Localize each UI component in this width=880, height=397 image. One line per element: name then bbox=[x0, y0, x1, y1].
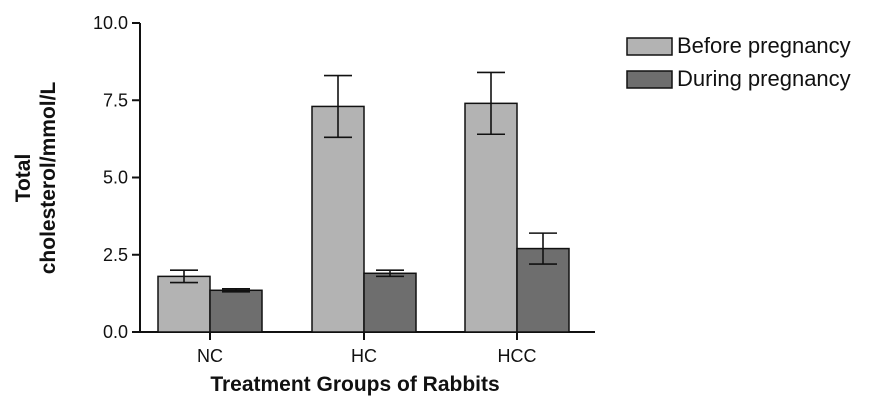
legend-swatch-before-pregnancy bbox=[626, 37, 673, 56]
y-tick-label: 0.0 bbox=[103, 322, 128, 342]
bars bbox=[157, 71, 570, 333]
y-tick-label: 7.5 bbox=[103, 90, 128, 110]
y-axis-title-line-2: cholesterol/mmol/L bbox=[37, 82, 60, 275]
y-tick-label: 10.0 bbox=[93, 13, 128, 33]
bar-before-pregnancy-hcc bbox=[464, 102, 518, 333]
legend: Before pregnancy During pregnancy bbox=[626, 33, 851, 91]
legend-label-before-pregnancy: Before pregnancy bbox=[677, 33, 851, 58]
bar-during-pregnancy-nc bbox=[209, 289, 263, 333]
legend-swatch-during-pregnancy bbox=[626, 70, 673, 89]
bar-before-pregnancy-hc bbox=[311, 105, 365, 333]
x-axis-title: Treatment Groups of Rabbits bbox=[210, 373, 499, 396]
x-tick-label: NC bbox=[197, 346, 223, 366]
y-tick-label: 5.0 bbox=[103, 168, 128, 188]
x-tick-label: HCC bbox=[498, 346, 537, 366]
x-tick-labels: NC HC HCC bbox=[197, 332, 537, 366]
x-tick-label: HC bbox=[351, 346, 377, 366]
y-axis-title-line-1: Total bbox=[12, 154, 35, 203]
bar-during-pregnancy-hc bbox=[363, 272, 417, 333]
bar-before-pregnancy-nc bbox=[157, 275, 211, 333]
y-ticks: 0.0 2.5 5.0 7.5 10.0 bbox=[93, 13, 140, 342]
legend-label-during-pregnancy: During pregnancy bbox=[677, 66, 851, 91]
y-tick-label: 2.5 bbox=[103, 245, 128, 265]
